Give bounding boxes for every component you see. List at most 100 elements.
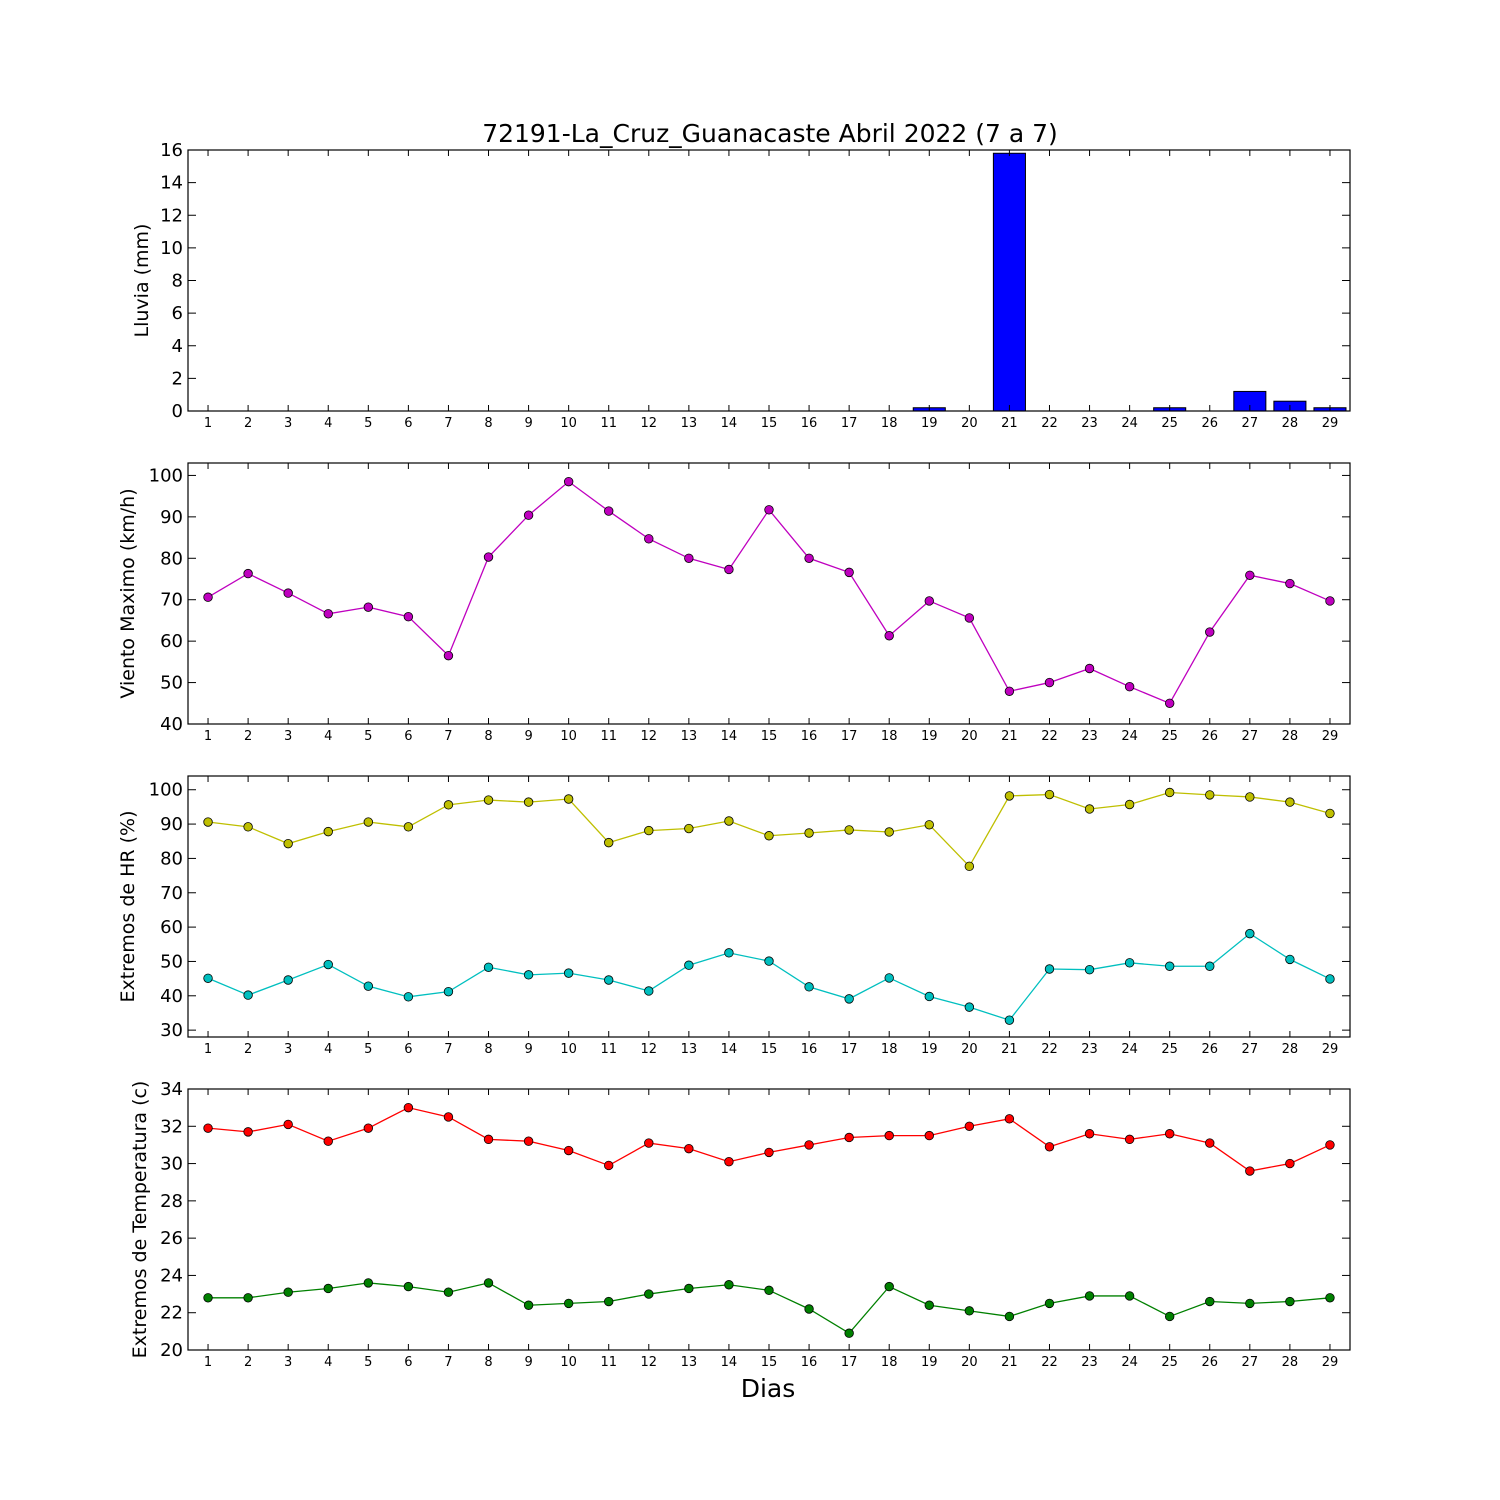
x-tick-label: 13 bbox=[681, 416, 698, 431]
x-tick-label: 13 bbox=[681, 1355, 698, 1370]
x-tick-label: 17 bbox=[841, 416, 858, 431]
hr-min-point-day-3 bbox=[283, 975, 293, 985]
x-tick-label: 15 bbox=[761, 1355, 778, 1370]
hr-max-point-day-1 bbox=[203, 817, 213, 827]
hr-max-point-day-25 bbox=[1164, 787, 1175, 798]
x-tick-label: 1 bbox=[204, 416, 212, 431]
wind-point-day-3 bbox=[283, 588, 293, 598]
hr-max-point-day-4 bbox=[323, 826, 333, 837]
temperature-plot-frame bbox=[187, 1088, 1351, 1351]
y-tick-label: 60 bbox=[160, 631, 183, 652]
y-tick-label: 100 bbox=[149, 465, 183, 486]
x-tick-label: 23 bbox=[1081, 416, 1098, 431]
wind-point-day-23 bbox=[1084, 663, 1095, 674]
wind-point-day-17 bbox=[844, 567, 854, 578]
x-tick-label: 7 bbox=[444, 1042, 452, 1057]
temp-max-point-day-11 bbox=[604, 1160, 614, 1171]
hr-min-point-day-19 bbox=[924, 991, 934, 1002]
x-tick-label: 20 bbox=[961, 1355, 978, 1370]
y-tick-label: 60 bbox=[160, 917, 183, 938]
temp-max-point-day-22 bbox=[1044, 1142, 1055, 1152]
x-tick-label: 20 bbox=[961, 1042, 978, 1057]
temp-max-point-day-15 bbox=[764, 1147, 774, 1158]
hr-min-point-day-21 bbox=[1004, 1015, 1015, 1025]
hr-min-point-day-11 bbox=[604, 975, 614, 985]
x-tick-label: 24 bbox=[1121, 1042, 1138, 1057]
y-tick-label: 32 bbox=[160, 1116, 183, 1137]
wind-point-day-14 bbox=[724, 564, 734, 575]
x-tick-label: 22 bbox=[1041, 416, 1058, 431]
x-tick-label: 9 bbox=[524, 416, 532, 431]
temp-min-point-day-26 bbox=[1205, 1296, 1215, 1307]
x-tick-label: 3 bbox=[284, 1355, 292, 1370]
y-tick-label: 70 bbox=[160, 883, 183, 904]
x-tick-label: 8 bbox=[484, 1355, 492, 1370]
x-tick-label: 13 bbox=[681, 729, 698, 744]
x-tick-label: 5 bbox=[364, 416, 372, 431]
temp-min-point-day-10 bbox=[563, 1298, 574, 1309]
x-tick-label: 29 bbox=[1322, 416, 1339, 431]
x-tick-label: 27 bbox=[1242, 729, 1259, 744]
x-tick-label: 25 bbox=[1161, 729, 1178, 744]
y-tick-label: 50 bbox=[160, 951, 183, 972]
hr-max-point-day-17 bbox=[844, 825, 854, 835]
temp-min-point-day-21 bbox=[1004, 1311, 1015, 1322]
hr-min-point-day-23 bbox=[1084, 964, 1095, 975]
x-tick-label: 11 bbox=[600, 1355, 617, 1370]
x-tick-label: 24 bbox=[1121, 1355, 1138, 1370]
x-tick-label: 6 bbox=[404, 729, 412, 744]
x-tick-label: 23 bbox=[1081, 1355, 1098, 1370]
x-tick-label: 1 bbox=[204, 1042, 212, 1057]
temp-min-point-day-12 bbox=[644, 1289, 654, 1299]
x-tick-label: 15 bbox=[761, 729, 778, 744]
hr-max-point-day-7 bbox=[443, 800, 454, 810]
x-tick-label: 3 bbox=[284, 416, 292, 431]
x-tick-label: 15 bbox=[761, 1042, 778, 1057]
x-tick-label: 2 bbox=[244, 1042, 252, 1057]
hr-max-point-day-14 bbox=[724, 816, 734, 826]
hr-max-point-day-19 bbox=[924, 820, 934, 830]
x-tick-label: 7 bbox=[444, 416, 452, 431]
hr-min-point-day-27 bbox=[1245, 928, 1255, 939]
x-tick-label: 5 bbox=[364, 1042, 372, 1057]
temp-min-point-day-23 bbox=[1084, 1291, 1095, 1301]
wind-point-day-21 bbox=[1004, 686, 1015, 696]
temp-max-point-day-12 bbox=[644, 1138, 654, 1148]
hr-max-point-day-27 bbox=[1245, 792, 1255, 802]
x-tick-label: 6 bbox=[404, 1355, 412, 1370]
x-tick-label: 4 bbox=[324, 1042, 332, 1057]
x-tick-label: 11 bbox=[600, 729, 617, 744]
x-tick-label: 18 bbox=[881, 1042, 898, 1057]
x-tick-label: 29 bbox=[1322, 1042, 1339, 1057]
temp-min-point-day-8 bbox=[483, 1278, 494, 1288]
hr-min-point-day-5 bbox=[363, 981, 374, 991]
wind-point-day-1 bbox=[203, 592, 213, 602]
x-tick-label: 28 bbox=[1282, 1042, 1299, 1057]
x-tick-label: 25 bbox=[1161, 1042, 1178, 1057]
x-tick-label: 20 bbox=[961, 416, 978, 431]
y-tick-label: 26 bbox=[160, 1228, 183, 1249]
x-tick-label: 3 bbox=[284, 1042, 292, 1057]
y-tick-label: 20 bbox=[160, 1340, 183, 1361]
y-tick-label: 14 bbox=[160, 173, 183, 194]
temp-max-point-day-16 bbox=[804, 1140, 814, 1150]
x-tick-label: 14 bbox=[721, 729, 738, 744]
x-tick-label: 8 bbox=[484, 1042, 492, 1057]
x-tick-label: 19 bbox=[921, 1042, 938, 1057]
hr-min-point-day-13 bbox=[684, 960, 694, 970]
x-tick-label: 10 bbox=[560, 416, 577, 431]
x-tick-label: 29 bbox=[1322, 1355, 1339, 1370]
x-tick-label: 4 bbox=[324, 416, 332, 431]
temp-min-point-day-16 bbox=[804, 1304, 814, 1314]
x-tick-label: 6 bbox=[404, 416, 412, 431]
temp-min-point-day-17 bbox=[844, 1328, 854, 1338]
y-tick-label: 16 bbox=[160, 140, 183, 161]
x-tick-label: 9 bbox=[524, 1042, 532, 1057]
hr-min-point-day-1 bbox=[203, 973, 213, 983]
x-tick-label: 12 bbox=[641, 729, 658, 744]
wind-point-day-2 bbox=[243, 568, 253, 579]
temp-max-point-day-21 bbox=[1004, 1114, 1015, 1124]
rain-plot-frame bbox=[187, 149, 1351, 412]
